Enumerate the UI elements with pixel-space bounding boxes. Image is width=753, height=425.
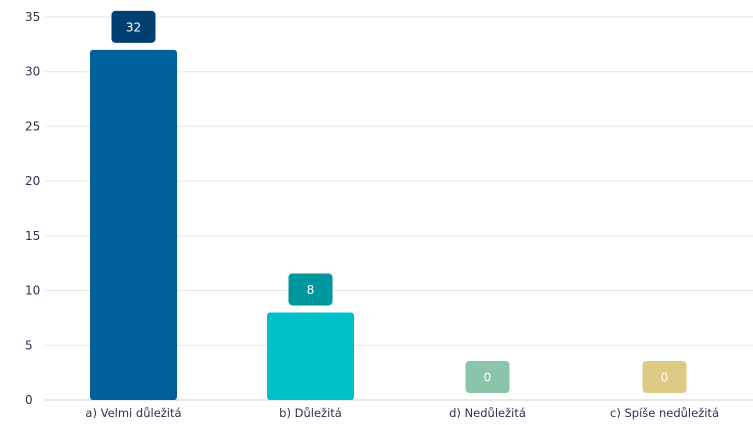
x-tick-label-1: b) Důležitá — [279, 406, 342, 420]
bar-1[interactable] — [267, 312, 354, 400]
y-tick-label-0: 0 — [25, 393, 33, 407]
value-label-bg-1 — [288, 273, 333, 306]
y-tick-label-5: 5 — [25, 338, 33, 352]
x-tick-label-0: a) Velmi důležitá — [85, 406, 181, 420]
value-label-1: 8 — [307, 283, 315, 297]
bar-0[interactable] — [90, 49, 177, 400]
y-tick-label-15: 15 — [25, 229, 40, 243]
y-tick-label-20: 20 — [25, 174, 40, 188]
value-label-bg-3 — [642, 361, 687, 393]
y-tick-label-35: 35 — [25, 10, 40, 24]
y-tick-label-10: 10 — [25, 284, 40, 298]
y-tick-label-30: 30 — [25, 65, 40, 79]
value-label-bg-0 — [111, 10, 156, 43]
x-tick-label-3: c) Spíše nedůležitá — [610, 406, 719, 420]
value-label-2: 0 — [484, 371, 492, 385]
y-tick-label-25: 25 — [25, 119, 40, 133]
value-label-3: 0 — [661, 371, 669, 385]
value-label-0: 32 — [126, 20, 141, 34]
x-tick-label-2: d) Nedůležitá — [449, 406, 526, 420]
value-label-bg-2 — [465, 361, 510, 393]
